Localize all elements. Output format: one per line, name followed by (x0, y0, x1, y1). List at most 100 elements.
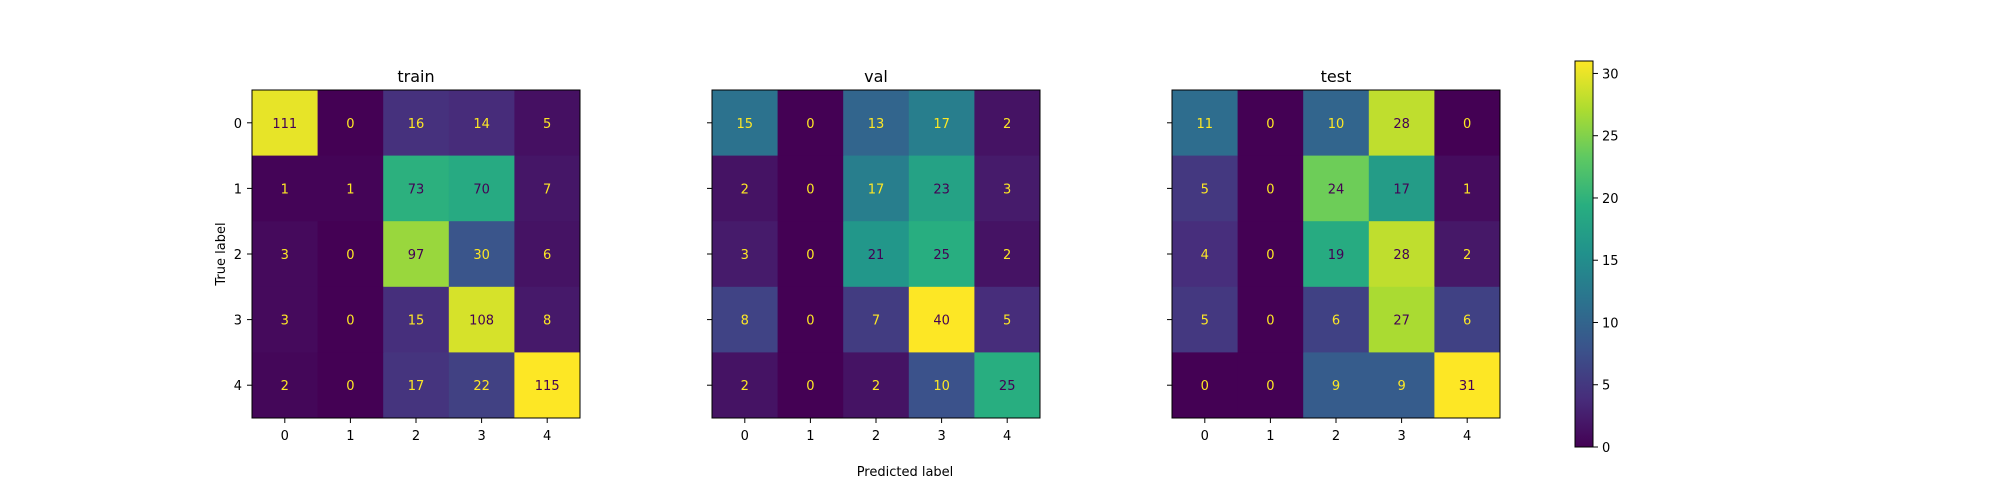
heatmap-cell (317, 155, 384, 222)
cell-value-label: 3 (281, 248, 289, 263)
cell-value-label: 2 (1003, 248, 1011, 263)
heatmap-cell (843, 352, 910, 419)
heatmap-cell (1434, 286, 1501, 353)
heatmap-cell (317, 352, 384, 419)
cell-value-label: 28 (1393, 248, 1410, 263)
colorbar-tick-label: 10 (1602, 316, 1619, 331)
x-tick-label: 1 (806, 429, 814, 444)
cell-value-label: 2 (741, 182, 749, 197)
x-tick-label: 2 (412, 429, 420, 444)
heatmap-cell (1434, 221, 1501, 288)
cell-value-label: 6 (1463, 314, 1471, 329)
heatmap-cell (448, 352, 515, 419)
heatmap-cell (777, 221, 844, 288)
x-tick-label: 1 (346, 429, 354, 444)
x-tick-label: 0 (741, 429, 749, 444)
heatmap-cell (1237, 352, 1304, 419)
heatmap-cell (514, 155, 581, 222)
cell-value-label: 0 (806, 248, 814, 263)
heatmap-cell (712, 286, 779, 353)
panel-train: 111 0 16 14 51 1 73 70 73 0 97 30 63 0 15 108 82 0 17 22 115… (234, 67, 581, 444)
cell-value-label: 0 (806, 314, 814, 329)
cell-value-label: 15 (408, 314, 425, 329)
heatmap-cell (1172, 155, 1239, 222)
cell-value-label: 111 (272, 117, 297, 132)
heatmap-cell (777, 286, 844, 353)
heatmap-cell (448, 286, 515, 353)
heatmap-cell (514, 221, 581, 288)
panel-title: train (397, 67, 434, 86)
cell-value-label: 0 (1201, 379, 1209, 394)
cell-value-label: 6 (1332, 314, 1340, 329)
cell-value-label: 0 (1463, 117, 1471, 132)
heatmap-cell (1303, 90, 1370, 157)
y-tick-label: 0 (234, 117, 242, 132)
heatmap-cell (252, 352, 319, 419)
heatmap-cell (1434, 352, 1501, 419)
heatmap-cell (448, 90, 515, 157)
y-tick-label: 4 (234, 379, 242, 394)
heatmap-cell (908, 221, 975, 288)
cell-value-label: 9 (1332, 379, 1340, 394)
heatmap-cell (1237, 221, 1304, 288)
heatmap-cell (1368, 221, 1435, 288)
cell-value-label: 17 (933, 117, 950, 132)
heatmap-cell (843, 90, 910, 157)
heatmap-cell (712, 352, 779, 419)
cell-value-label: 97 (408, 248, 425, 263)
cell-value-label: 10 (933, 379, 950, 394)
cell-value-label: 2 (872, 379, 880, 394)
heatmap-cell (252, 155, 319, 222)
heatmap-cell (777, 155, 844, 222)
x-tick-label: 2 (872, 429, 880, 444)
heatmap-cell (383, 352, 450, 419)
x-tick-label: 3 (477, 429, 485, 444)
cell-value-label: 2 (281, 379, 289, 394)
x-tick-label: 4 (1003, 429, 1011, 444)
x-tick-label: 2 (1332, 429, 1340, 444)
heatmap-cell (777, 352, 844, 419)
heatmap-cell (317, 90, 384, 157)
cell-value-label: 4 (1201, 248, 1209, 263)
heatmap-cell (448, 221, 515, 288)
y-tick-label: 2 (234, 248, 242, 263)
colorbar-gradient (1574, 60, 1594, 448)
x-axis-label: Predicted label (857, 465, 954, 480)
heatmap-cell (1237, 286, 1304, 353)
heatmap-cell (1368, 155, 1435, 222)
cell-value-label: 6 (543, 248, 551, 263)
cell-value-label: 3 (741, 248, 749, 263)
colorbar-tick-label: 25 (1602, 130, 1619, 145)
cell-value-label: 115 (535, 379, 560, 394)
cell-value-label: 10 (1328, 117, 1345, 132)
heatmap-cell (908, 155, 975, 222)
cell-value-label: 1 (281, 182, 289, 197)
heatmap-cell (974, 286, 1041, 353)
heatmap-cell (514, 286, 581, 353)
heatmap-cell (1303, 352, 1370, 419)
cell-value-label: 11 (1197, 117, 1214, 132)
cell-value-label: 0 (346, 248, 354, 263)
cell-value-label: 19 (1328, 248, 1345, 263)
x-tick-label: 0 (1201, 429, 1209, 444)
cell-value-label: 73 (408, 182, 425, 197)
cell-value-label: 31 (1459, 379, 1476, 394)
cell-value-label: 0 (1266, 379, 1274, 394)
cell-value-label: 5 (1201, 314, 1209, 329)
cell-value-label: 5 (543, 117, 551, 132)
colorbar-tick-label: 15 (1602, 254, 1619, 269)
heatmap-cell (843, 286, 910, 353)
cell-value-label: 2 (741, 379, 749, 394)
cell-value-label: 0 (1266, 248, 1274, 263)
cell-value-label: 17 (1393, 182, 1410, 197)
cell-value-label: 0 (806, 379, 814, 394)
heatmap-cell (1368, 90, 1435, 157)
heatmap-cell (383, 90, 450, 157)
cell-value-label: 28 (1393, 117, 1410, 132)
heatmap-cell (383, 286, 450, 353)
cell-value-label: 25 (999, 379, 1016, 394)
cell-value-label: 8 (741, 314, 749, 329)
